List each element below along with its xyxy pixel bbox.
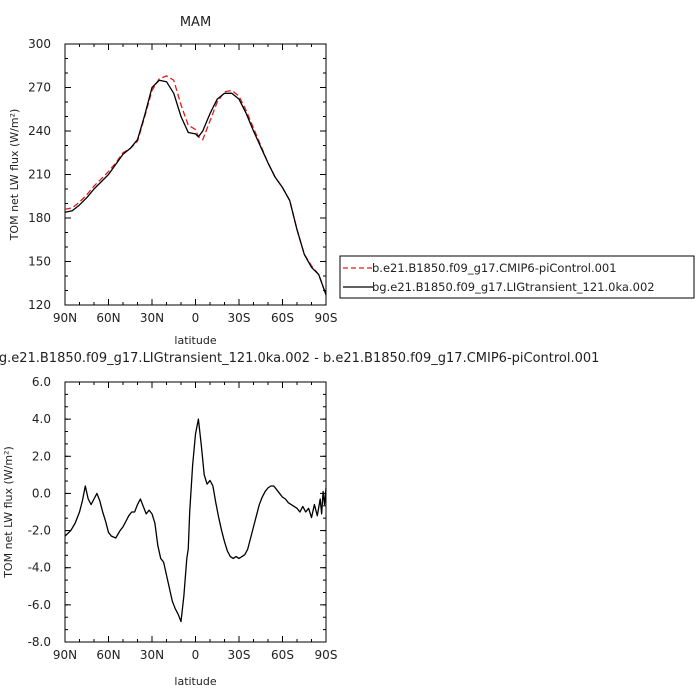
y-tick-label: 6.0 bbox=[32, 375, 51, 389]
legend-label-1: b.e21.B1850.f09_g17.CMIP6-piControl.001 bbox=[372, 261, 617, 275]
y-tick-label: 0.0 bbox=[32, 486, 51, 500]
y-tick-label: 210 bbox=[28, 168, 51, 182]
y-tick-label: -8.0 bbox=[28, 635, 51, 649]
y-tick-label: 270 bbox=[28, 81, 51, 95]
chart-title: MAM bbox=[180, 15, 211, 30]
y-axis-label: TOM net LW flux (W/m²) bbox=[2, 446, 15, 579]
y-axis-label: TOM net LW flux (W/m²) bbox=[8, 109, 21, 242]
plot-frame bbox=[64, 43, 327, 306]
y-tick-label: 120 bbox=[28, 298, 51, 312]
x-axis-label: latitude bbox=[174, 334, 216, 347]
x-tick-label: 60N bbox=[96, 311, 120, 325]
chart-title: bg.e21.B1850.f09_g17.LIGtransient_121.0k… bbox=[0, 351, 599, 366]
y-tick-label: 240 bbox=[28, 124, 51, 138]
x-tick-label: 90N bbox=[53, 311, 77, 325]
series-line-1 bbox=[64, 75, 327, 296]
series-line-1 bbox=[64, 418, 327, 623]
y-tick-label: 300 bbox=[28, 37, 51, 51]
x-tick-label: 0 bbox=[192, 648, 200, 662]
y-tick-label: 150 bbox=[28, 255, 51, 269]
x-tick-label: 60S bbox=[271, 648, 294, 662]
legend-box bbox=[339, 255, 695, 299]
y-tick-label: 180 bbox=[28, 211, 51, 225]
legend-label-2: bg.e21.B1850.f09_g17.LIGtransient_121.0k… bbox=[372, 280, 655, 294]
x-tick-label: 90N bbox=[53, 648, 77, 662]
x-axis-label: latitude bbox=[174, 675, 216, 688]
legend: b.e21.B1850.f09_g17.CMIP6-piControl.001b… bbox=[339, 255, 695, 299]
y-tick-label: 4.0 bbox=[32, 412, 51, 426]
chart-panel-1: 90N 60N 30N 0 30S 60S 90S 120 150 180 210 240 270 300… bbox=[8, 15, 695, 347]
x-tick-label: 90S bbox=[315, 648, 338, 662]
plot-frame bbox=[64, 381, 327, 643]
chart-panel-2: 90N 60N 30N 0 30S 60S 90S -8.0 -6.0 -4.0 -2.0 0.0 2.… bbox=[0, 351, 599, 688]
y-tick-label: -2.0 bbox=[28, 524, 51, 538]
y-tick-label: 2.0 bbox=[32, 449, 51, 463]
x-tick-label: 60N bbox=[96, 648, 120, 662]
x-tick-label: 60S bbox=[271, 311, 294, 325]
y-tick-label: -4.0 bbox=[28, 561, 51, 575]
series-line-2 bbox=[64, 79, 327, 296]
x-tick-label: 30N bbox=[140, 648, 164, 662]
y-tick-label: -6.0 bbox=[28, 598, 51, 612]
x-tick-label: 0 bbox=[192, 311, 200, 325]
x-tick-label: 90S bbox=[315, 311, 338, 325]
x-tick-label: 30S bbox=[228, 648, 251, 662]
x-tick-label: 30N bbox=[140, 311, 164, 325]
x-tick-label: 30S bbox=[228, 311, 251, 325]
